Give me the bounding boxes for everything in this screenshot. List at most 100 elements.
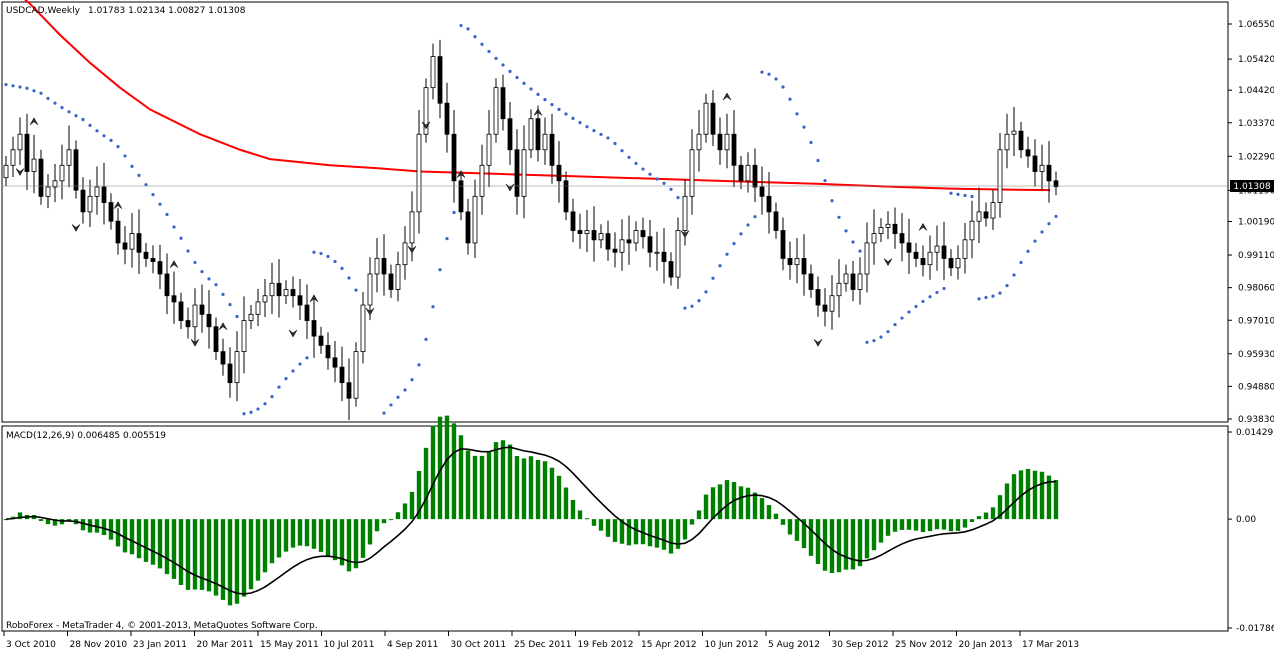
sar-dot — [347, 276, 351, 280]
sar-dot — [277, 385, 281, 389]
macd-histogram-bar — [262, 519, 268, 573]
candle-body — [941, 245, 947, 259]
macd-tick-label: 0.00 — [1236, 515, 1256, 525]
sar-dot — [935, 290, 939, 295]
candle-body — [899, 233, 905, 244]
macd-histogram-bar — [192, 519, 198, 590]
macd-axis: 0.014291 0.00 -0.01786 — [1228, 428, 1274, 634]
candle-body — [248, 313, 254, 321]
sar-dot — [382, 411, 386, 415]
candle-body — [80, 189, 86, 213]
candle-body — [311, 320, 317, 337]
candle-body — [353, 351, 359, 399]
time-tick-label: 30 Oct 2011 — [451, 640, 507, 650]
candle-body — [262, 295, 268, 303]
candle-body — [619, 239, 625, 253]
candle-body — [87, 195, 93, 213]
macd-histogram-bar — [395, 512, 401, 520]
sar-dot — [641, 167, 645, 171]
macd-histogram-bar — [66, 519, 72, 521]
sar-dot — [613, 141, 617, 146]
sar-dot — [340, 266, 344, 271]
macd-histogram-bar — [906, 519, 912, 530]
macd-histogram — [3, 415, 1059, 606]
sar-dot — [942, 286, 946, 291]
candle-body — [52, 180, 58, 188]
macd-histogram-bar — [283, 519, 289, 552]
price-tick-label: 1.05420 — [1238, 55, 1274, 65]
time-tick-label: 10 Jun 2012 — [705, 640, 759, 650]
sar-dot — [907, 310, 911, 314]
sar-dot — [1054, 214, 1058, 218]
macd-histogram-bar — [206, 519, 212, 592]
price-tick-label: 0.95930 — [1238, 350, 1274, 360]
sar-dot — [158, 202, 162, 206]
candle-body — [962, 239, 968, 259]
fractal-up-marker — [533, 107, 543, 116]
candle-body — [220, 351, 226, 365]
macd-histogram-bar — [556, 475, 562, 520]
macd-histogram-bar — [1025, 468, 1031, 520]
macd-histogram-bar — [164, 519, 170, 575]
time-tick-label: 20 Jan 2013 — [959, 640, 1013, 650]
macd-histogram-bar — [45, 519, 51, 525]
macd-histogram-bar — [234, 519, 240, 604]
macd-histogram-bar — [178, 519, 184, 585]
macd-histogram-bar — [647, 519, 653, 547]
current-price-label: 1.01308 — [1233, 182, 1270, 192]
sar-dot — [305, 356, 309, 360]
fractal-up-marker — [722, 92, 732, 101]
sar-dot — [977, 297, 981, 301]
sar-dot — [816, 158, 820, 163]
sar-dot — [522, 81, 526, 85]
sar-dot — [963, 193, 967, 198]
candlesticks — [3, 39, 1059, 420]
fractal-down-marker — [288, 329, 298, 338]
sar-dot — [326, 254, 330, 259]
candle-body — [955, 258, 961, 269]
sar-dot — [767, 72, 771, 76]
candle-body — [983, 211, 989, 219]
sar-dot — [1019, 260, 1023, 265]
candle-body — [297, 295, 303, 306]
macd-histogram-bar — [927, 519, 933, 532]
macd-histogram-bar — [108, 519, 114, 540]
macd-histogram-bar — [808, 519, 814, 556]
macd-histogram-bar — [654, 519, 660, 548]
macd-histogram-bar — [815, 519, 821, 564]
sar-dot — [711, 276, 715, 280]
sar-dot — [676, 195, 680, 200]
macd-histogram-bar — [409, 491, 415, 520]
macd-histogram-bar — [451, 423, 457, 520]
macd-histogram-bar — [920, 519, 926, 533]
sar-dot — [25, 86, 29, 90]
candle-body — [780, 230, 786, 259]
macd-histogram-bar — [528, 456, 534, 520]
sar-dot — [473, 35, 477, 39]
candle-body — [241, 320, 247, 353]
macd-histogram-bar — [444, 415, 450, 520]
macd-histogram-bar — [535, 460, 541, 520]
sar-dot — [851, 240, 855, 244]
sar-dot — [179, 236, 183, 240]
sar-dot — [200, 269, 204, 274]
sar-dot — [60, 105, 64, 110]
candle-body — [381, 258, 387, 275]
sar-dot — [900, 316, 904, 320]
macd-histogram-bar — [612, 519, 618, 542]
sar-dot — [998, 291, 1002, 295]
macd-histogram-bar — [17, 512, 23, 520]
sar-dot — [417, 363, 421, 367]
macd-histogram-bar — [339, 519, 345, 566]
macd-histogram-bar — [955, 519, 961, 531]
macd-histogram-bar — [983, 512, 989, 520]
fractal-down-marker — [883, 258, 893, 267]
sar-dot — [494, 56, 498, 60]
sar-dot — [235, 314, 239, 319]
macd-histogram-bar — [703, 494, 709, 520]
sar-dot — [970, 194, 974, 199]
candle-body — [339, 366, 345, 384]
macd-histogram-bar — [374, 519, 380, 532]
macd-tick-label: 0.014291 — [1236, 428, 1274, 438]
sar-dot — [102, 134, 106, 138]
